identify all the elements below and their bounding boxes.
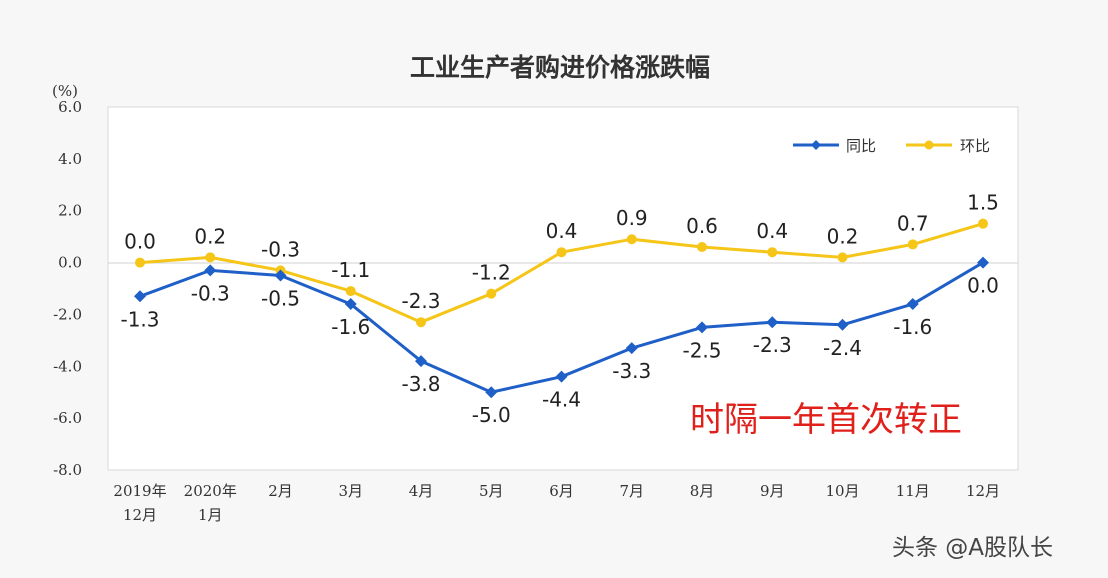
x-category-label: 4月 — [409, 482, 434, 500]
data-point-yoy — [977, 256, 989, 269]
data-label-yoy: -2.5 — [682, 338, 721, 362]
data-point-yoy — [274, 269, 287, 282]
data-label-yoy: -4.4 — [542, 388, 581, 412]
x-category-label: 7月 — [619, 482, 644, 500]
data-label-mom: 0.7 — [897, 211, 929, 235]
data-point-mom — [416, 317, 426, 328]
x-category-label: 9月 — [760, 482, 785, 500]
x-category-label: 12月 — [123, 506, 157, 524]
y-tick-label: 6.0 — [58, 98, 82, 116]
x-category-label: 11月 — [896, 482, 930, 500]
data-point-mom — [135, 257, 145, 268]
y-tick-label: 2.0 — [58, 202, 82, 220]
data-point-yoy — [344, 298, 357, 311]
data-label-mom: 0.2 — [194, 224, 226, 248]
data-point-yoy — [836, 318, 849, 331]
data-point-mom — [626, 234, 637, 245]
x-category-label: 10月 — [825, 482, 859, 500]
data-point-yoy — [906, 298, 919, 311]
data-label-mom: 0.4 — [546, 219, 578, 243]
y-axis-unit: (%) — [52, 82, 78, 100]
data-label-yoy: -3.3 — [612, 359, 651, 383]
legend-marker — [924, 140, 934, 150]
data-label-mom: -1.2 — [472, 261, 511, 285]
chart-title: 工业生产者购进价格涨跌幅 — [410, 53, 710, 82]
data-label-yoy: -1.3 — [120, 307, 159, 331]
x-category-label: 2019年 — [113, 482, 166, 500]
data-point-yoy — [766, 316, 779, 329]
data-point-mom — [907, 239, 918, 250]
y-tick-label: 0.0 — [58, 254, 82, 272]
annotation-text: 时隔一年首次转正 — [690, 400, 962, 440]
data-label-mom: 1.5 — [967, 191, 999, 215]
data-label-mom: 0.0 — [124, 230, 156, 254]
data-label-mom: 0.6 — [686, 214, 718, 238]
x-category-label: 5月 — [479, 482, 504, 500]
legend-label: 同比 — [846, 137, 876, 155]
data-point-yoy — [204, 264, 217, 277]
data-label-yoy: -5.0 — [472, 403, 511, 427]
data-point-mom — [486, 288, 497, 299]
data-label-mom: -1.1 — [331, 258, 370, 282]
data-label-yoy: -3.8 — [401, 372, 440, 396]
data-point-yoy — [415, 355, 427, 368]
data-labels: -1.3 -0.3 -0.5 -1.6 -3.8 -5.0 -4.4 -3.3 -2.5 -2.3… — [120, 191, 998, 428]
data-label-yoy: -2.3 — [753, 333, 792, 357]
data-point-mom — [697, 242, 707, 253]
y-axis-ticks: 6.0 4.0 2.0 0.0 -2.0 -4.0 -6.0 -8.0 — [53, 98, 82, 479]
data-point-yoy — [625, 342, 638, 355]
x-category-label: 6月 — [549, 482, 574, 500]
data-label-yoy: -1.6 — [893, 315, 932, 339]
data-point-yoy — [696, 321, 708, 334]
series-layer — [134, 218, 989, 399]
x-category-label: 2020年 — [184, 482, 237, 500]
data-point-mom — [978, 218, 988, 229]
x-category-label: 3月 — [338, 482, 363, 500]
y-tick-label: -6.0 — [53, 409, 82, 427]
data-point-yoy — [134, 290, 146, 303]
legend-marker — [811, 140, 821, 150]
data-point-mom — [556, 247, 567, 258]
data-label-mom: 0.9 — [616, 206, 648, 230]
data-point-yoy — [485, 386, 498, 399]
y-tick-label: -2.0 — [53, 305, 82, 323]
data-point-mom — [205, 252, 216, 263]
data-label-mom: 0.2 — [827, 224, 859, 248]
data-label-yoy: -0.5 — [261, 287, 300, 311]
x-category-label: 2月 — [268, 482, 293, 500]
plot-area — [107, 106, 1019, 471]
data-label-yoy: -2.4 — [823, 336, 862, 360]
y-tick-label: -4.0 — [53, 357, 82, 375]
y-tick-label: -8.0 — [53, 461, 82, 479]
x-category-label: 8月 — [690, 482, 715, 500]
watermark: 头条 @A股队长 — [892, 535, 1053, 561]
legend-label: 环比 — [960, 137, 990, 155]
x-category-label: 1月 — [198, 506, 223, 524]
data-point-mom — [767, 247, 778, 258]
x-category-label: 12月 — [966, 482, 1000, 500]
data-label-yoy: 0.0 — [967, 274, 999, 298]
data-label-mom: -0.3 — [261, 237, 300, 261]
x-axis-categories: 2019年 12月 2020年 1月 2月 3月 4月 5月 6月 7月 8月 9月 10月 11月 12月 — [113, 482, 1000, 524]
data-label-yoy: -1.6 — [331, 315, 370, 339]
legend: 同比 环比 — [793, 137, 990, 155]
data-point-mom — [837, 252, 848, 263]
data-label-mom: 0.4 — [756, 219, 788, 243]
data-label-mom: -2.3 — [401, 289, 440, 313]
data-point-yoy — [555, 370, 568, 383]
data-point-mom — [345, 286, 356, 297]
data-label-yoy: -0.3 — [191, 281, 230, 305]
y-tick-label: 4.0 — [58, 150, 82, 168]
